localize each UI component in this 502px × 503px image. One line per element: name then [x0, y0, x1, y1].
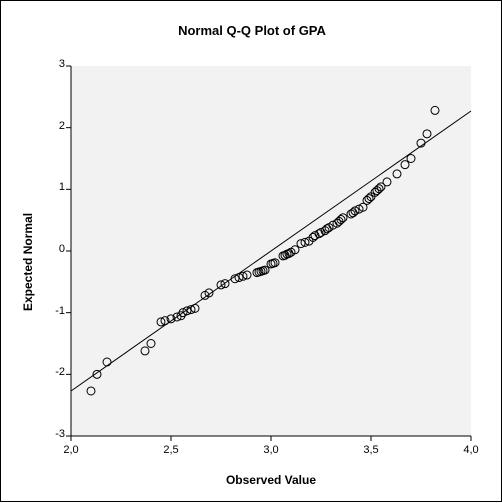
y-tick-label: 2 [41, 120, 65, 132]
data-point [407, 155, 415, 163]
y-tick-label: 3 [41, 58, 65, 70]
qq-plot-chart: Normal Q-Q Plot of GPA 2,02,53,03,54,0 -… [0, 0, 502, 502]
chart-svg [1, 1, 502, 503]
data-point [383, 178, 391, 186]
data-point [147, 340, 155, 348]
y-tick-label: 1 [41, 181, 65, 193]
x-tick-label: 3,5 [356, 444, 386, 456]
data-point [423, 130, 431, 138]
y-tick-label: -3 [41, 428, 65, 440]
data-point [103, 358, 111, 366]
data-point [401, 161, 409, 169]
data-point [349, 209, 357, 217]
x-tick-label: 3,0 [256, 444, 286, 456]
y-tick-label: -1 [41, 305, 65, 317]
y-axis-label: Expected Normal [21, 213, 35, 311]
x-axis-label: Observed Value [1, 473, 502, 487]
data-point [431, 106, 439, 114]
data-point [87, 387, 95, 395]
data-point [141, 347, 149, 355]
y-tick-label: -2 [41, 366, 65, 378]
y-tick-label: 0 [41, 243, 65, 255]
data-point [365, 195, 373, 203]
x-tick-label: 2,0 [56, 444, 86, 456]
data-point [393, 170, 401, 178]
x-tick-label: 2,5 [156, 444, 186, 456]
x-tick-label: 4,0 [456, 444, 486, 456]
